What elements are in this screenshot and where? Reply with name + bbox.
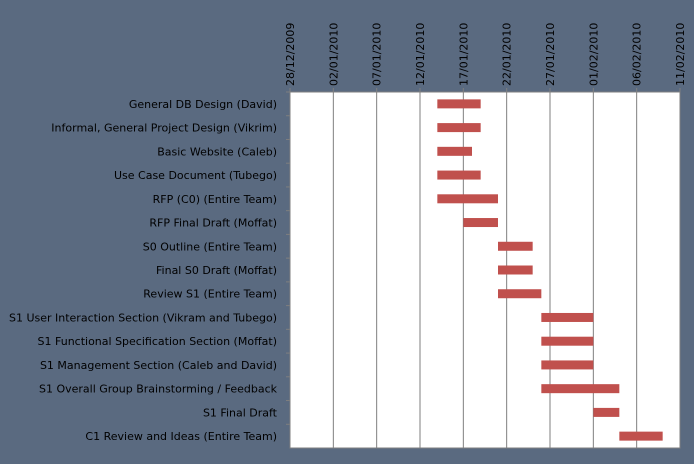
x-tick-label: 17/01/2010 [457,23,470,86]
task-label: C1 Review and Ideas (Entire Team) [85,430,277,443]
task-bar [593,407,620,417]
x-tick-label: 01/02/2010 [587,23,600,86]
plot-area [289,91,681,449]
task-bars [437,99,663,441]
task-bar [437,123,481,133]
task-label: S1 Functional Specification Section (Mof… [38,335,277,348]
task-bar [541,336,594,346]
task-axis: General DB Design (David) Informal, Gener… [9,91,290,443]
task-bar [498,241,533,251]
task-label: Final S0 Draft (Moffat) [156,264,277,277]
task-label: Review S1 (Entire Team) [143,288,277,301]
task-bar [498,289,542,299]
task-bar [437,170,481,180]
task-bar [541,312,594,322]
task-label: S1 Final Draft [203,406,278,419]
task-bar [463,218,498,228]
task-bar [498,265,533,275]
task-label: Basic Website (Caleb) [157,145,277,158]
task-label: RFP Final Draft (Moffat) [149,217,277,230]
task-bar [437,194,498,204]
task-label: General DB Design (David) [129,98,277,111]
task-label: S1 Overall Group Brainstorming / Feedbac… [39,383,278,396]
x-tick-label: 11/02/2010 [674,23,687,86]
task-bar [437,99,481,109]
task-label: RFP (C0) (Entire Team) [153,193,277,206]
task-bar [541,384,620,394]
x-tick-label: 07/01/2010 [371,23,384,86]
date-axis: 28/12/2009 02/01/2010 07/01/2010 12/01/2010… [284,23,687,92]
x-tick-label: 06/02/2010 [631,23,644,86]
task-label: S0 Outline (Entire Team) [143,240,277,253]
task-label: Informal, General Project Design (Vikrim… [51,122,277,135]
task-label: S1 User Interaction Section (Vikram and … [9,311,277,324]
task-bar [541,360,594,370]
task-label: Use Case Document (Tubego) [114,169,277,182]
x-tick-label: 28/12/2009 [284,23,297,86]
task-label: S1 Management Section (Caleb and David) [40,359,277,372]
x-tick-label: 02/01/2010 [327,23,340,86]
task-bar [619,431,663,441]
x-tick-label: 12/01/2010 [414,23,427,86]
x-tick-label: 22/01/2010 [501,23,514,86]
task-bar [437,146,472,156]
x-tick-label: 27/01/2010 [544,23,557,86]
